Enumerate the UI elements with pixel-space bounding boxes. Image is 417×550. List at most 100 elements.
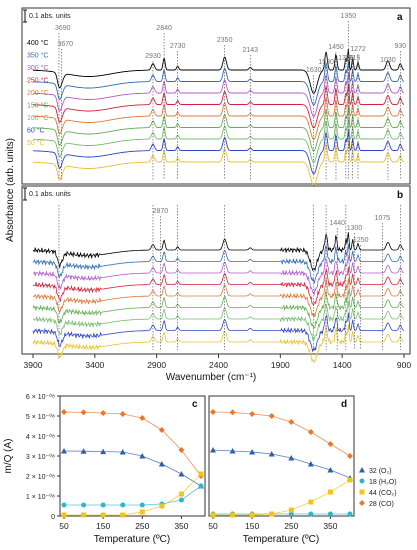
- ir-spectrum-a-1: [33, 60, 405, 106]
- data-point: [229, 448, 236, 454]
- ir-x-axis-label: Wavenumber (cm⁻¹): [166, 372, 256, 383]
- x-tick-label: 250: [135, 521, 149, 531]
- ir-spectrum-b-3: [32, 266, 405, 307]
- legend-label: 32 (O₂): [369, 468, 392, 475]
- data-point: [288, 507, 294, 513]
- data-point: [327, 467, 334, 473]
- series-line-3: [64, 473, 202, 516]
- ir-x-tick-label: 2900: [147, 360, 166, 370]
- data-point: [178, 447, 185, 453]
- ir-x-tick-label: 1400: [333, 360, 352, 370]
- peak-label: 1350: [341, 13, 357, 20]
- panel-b-frame: [21, 185, 411, 355]
- ir-y-axis-label: Absorbance (arb. units): [5, 138, 16, 242]
- peak-label: 2350: [217, 37, 233, 44]
- data-point: [81, 502, 87, 508]
- data-point: [80, 448, 87, 454]
- data-point: [268, 451, 275, 457]
- temperature-label: 300 °C: [27, 64, 48, 72]
- x-tick-label: 50: [208, 521, 218, 531]
- legend-marker: [359, 500, 365, 506]
- y-tick-label: 0: [51, 514, 55, 521]
- x-tick-label: 150: [245, 521, 259, 531]
- data-point: [347, 477, 353, 483]
- data-point: [158, 427, 165, 433]
- peak-label: 1315: [345, 55, 361, 62]
- data-point: [178, 471, 185, 477]
- panel-d-series: [210, 409, 353, 518]
- series-line-2: [64, 485, 202, 506]
- panel-c-label: c: [192, 399, 198, 410]
- peak-label: 3690: [55, 25, 71, 32]
- temperature-label: 60 °C: [27, 127, 45, 135]
- data-point: [100, 448, 107, 455]
- data-point: [269, 511, 275, 517]
- panel-d-frame: [208, 395, 355, 517]
- ir-x-tick-label: 900: [397, 360, 411, 370]
- peak-label: 930: [394, 43, 406, 50]
- data-point: [229, 409, 236, 416]
- panel-a-label: a: [397, 12, 403, 23]
- ir-spectrum-b-0: [32, 232, 405, 272]
- ir-x-axis-ticks: 3900 3400 2900 2400 1900 1400 900: [24, 354, 411, 370]
- y-tick-label: 1 × 10⁻⁰⁸: [26, 493, 55, 501]
- data-point: [61, 448, 67, 454]
- panel-a-spectra: [33, 48, 405, 186]
- x-tick-label: 350: [323, 521, 337, 531]
- ir-spectrum-b-2: [32, 255, 405, 296]
- ir-spectrum-a-4: [33, 94, 405, 140]
- panel-c-y-axis-ticks: 0 1 × 10⁻⁰⁸ 2 × 10⁻⁰⁸ 3 × 10⁻⁰⁸ 4 × 10⁻⁰⁸ 5 ×…: [26, 393, 60, 521]
- panel-a-frame: [21, 7, 411, 185]
- ir-spectrum-b-5: [32, 289, 405, 329]
- data-point: [100, 512, 106, 518]
- data-point: [198, 483, 204, 489]
- panel-c-frame: [59, 395, 206, 517]
- peak-label: 1630: [306, 67, 322, 74]
- peak-label: 1440: [329, 220, 345, 227]
- panel-b-label: b: [397, 190, 403, 201]
- data-point: [81, 512, 87, 518]
- peak-label: 1530: [318, 59, 334, 66]
- data-point: [139, 415, 146, 421]
- data-point: [61, 512, 67, 518]
- ir-x-tick-label: 1900: [271, 360, 290, 370]
- peak-label: 3670: [57, 41, 73, 48]
- data-point: [139, 509, 145, 515]
- peak-label: 1370: [338, 55, 354, 62]
- data-point: [288, 511, 294, 517]
- data-point: [100, 502, 106, 508]
- peak-label: 2930: [145, 53, 161, 60]
- data-point: [120, 502, 126, 508]
- panel-b-scalebar-label: 0.1 abs. units: [29, 191, 71, 198]
- peak-label: 1030: [380, 57, 396, 64]
- peak-label: 1450: [328, 44, 344, 51]
- peak-label: 1250: [353, 237, 369, 244]
- temperature-label: 50 °C: [27, 139, 45, 147]
- series-line-3: [213, 479, 351, 516]
- panel-a-scalebar-label: 0.1 abs. units: [29, 13, 71, 20]
- data-point: [308, 511, 314, 517]
- data-point: [119, 449, 126, 455]
- data-point: [210, 409, 216, 415]
- y-tick-label: 6 × 10⁻⁰⁸: [26, 393, 55, 401]
- data-point: [288, 455, 295, 461]
- data-point: [307, 461, 314, 467]
- ir-x-tick-label: 2400: [209, 360, 228, 370]
- data-point: [159, 503, 165, 509]
- panel-c-x-axis-ticks: 50 150 250 350: [59, 516, 189, 531]
- ir-spectrum-b-7: [32, 312, 405, 352]
- data-point: [249, 449, 256, 455]
- data-point: [61, 502, 67, 508]
- data-point: [210, 512, 216, 518]
- data-point: [249, 512, 255, 518]
- series-line-0: [63, 411, 202, 477]
- ir-spectrum-a-6: [33, 117, 405, 163]
- temperature-label: 150 °C: [27, 102, 48, 110]
- data-point: [327, 489, 333, 495]
- x-tick-label: 50: [59, 521, 69, 531]
- ir-spectrum-b-4: [33, 278, 405, 318]
- data-point: [158, 461, 165, 467]
- series-line-1: [63, 450, 202, 487]
